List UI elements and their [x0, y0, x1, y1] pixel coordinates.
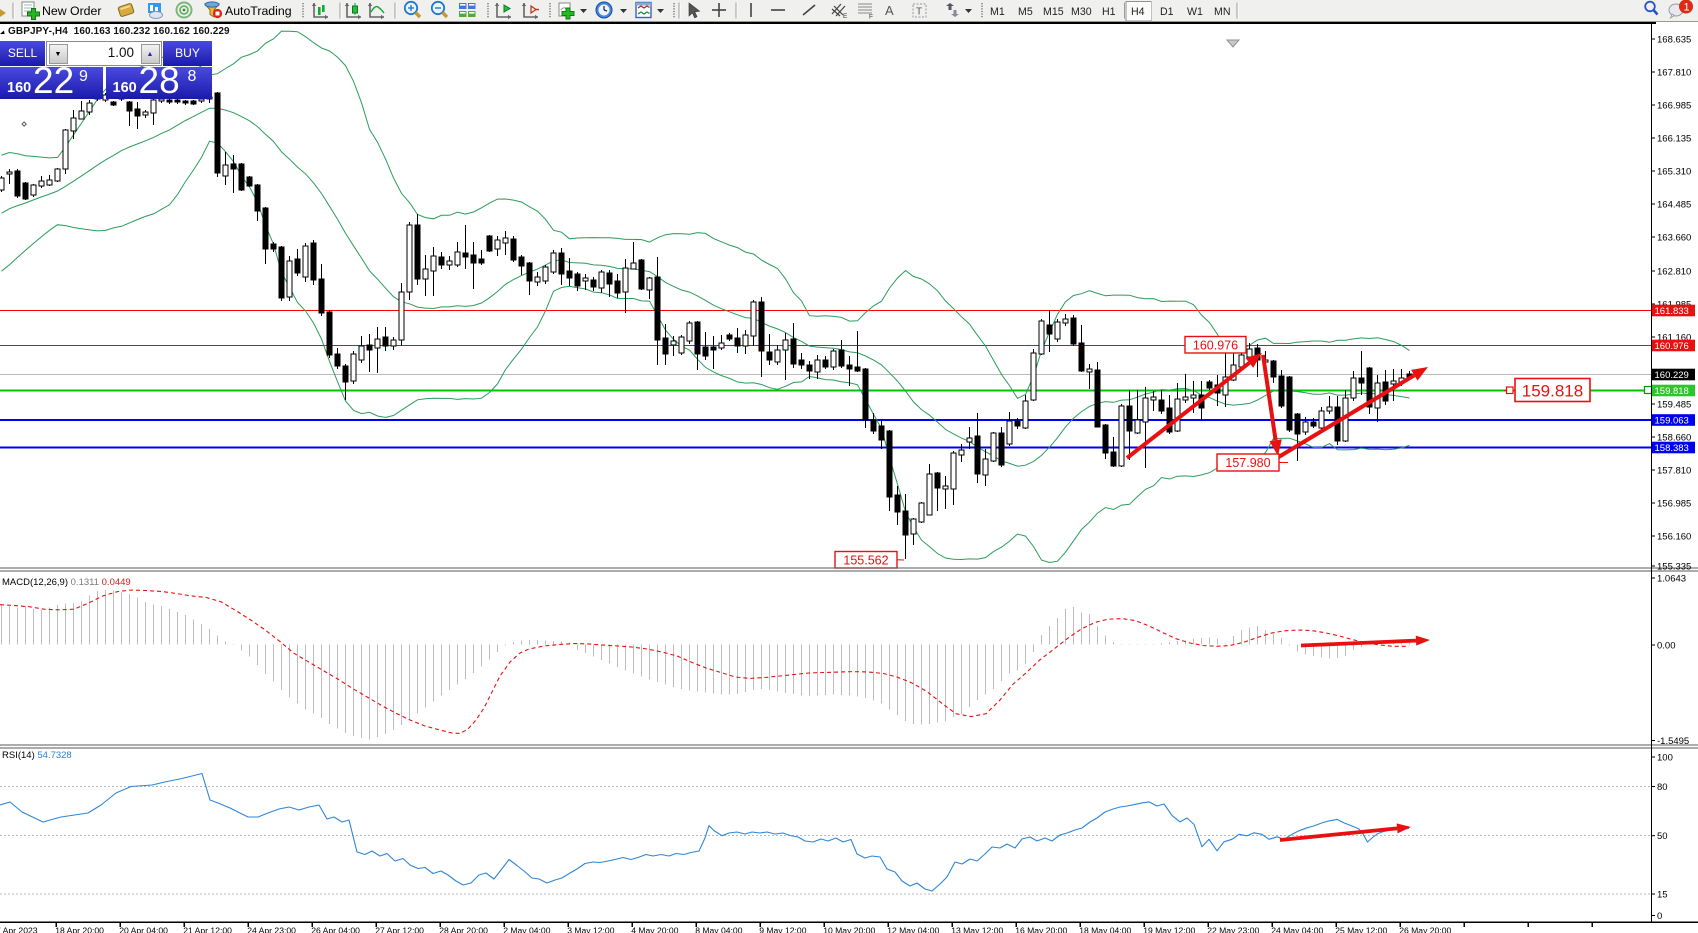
svg-text:159.818: 159.818 — [1655, 386, 1689, 397]
svg-text:166.985: 166.985 — [1657, 100, 1691, 111]
svg-text:1: 1 — [1684, 2, 1690, 14]
svg-text:-1.5495: -1.5495 — [1657, 736, 1689, 747]
svg-text:159.485: 159.485 — [1657, 399, 1691, 410]
svg-text:167.810: 167.810 — [1657, 67, 1691, 78]
svg-text:100: 100 — [1657, 752, 1673, 763]
svg-text:4 May 20:00: 4 May 20:00 — [631, 926, 679, 933]
svg-text:158.383: 158.383 — [1655, 443, 1689, 454]
svg-text:22 May 23:00: 22 May 23:00 — [1207, 926, 1259, 933]
svg-text:8 May 04:00: 8 May 04:00 — [695, 926, 743, 933]
svg-text:12 May 04:00: 12 May 04:00 — [887, 926, 939, 933]
svg-text:160.229: 160.229 — [1655, 370, 1689, 381]
svg-text:26 May 20:00: 26 May 20:00 — [1399, 926, 1451, 933]
svg-text:10 May 20:00: 10 May 20:00 — [823, 926, 875, 933]
svg-text:157.980: 157.980 — [1225, 456, 1270, 470]
svg-text:27 Apr 12:00: 27 Apr 12:00 — [375, 926, 424, 933]
svg-text:1.0643: 1.0643 — [1657, 573, 1686, 584]
svg-text:H1: H1 — [1102, 6, 1116, 18]
svg-text:20 Apr 04:00: 20 Apr 04:00 — [119, 926, 168, 933]
svg-text:E: E — [843, 13, 848, 20]
svg-text:15: 15 — [1657, 889, 1668, 900]
svg-text:M1: M1 — [990, 6, 1005, 18]
svg-text:2 May 04:00: 2 May 04:00 — [503, 926, 551, 933]
svg-text:160.976: 160.976 — [1655, 341, 1689, 352]
svg-text:T: T — [916, 7, 922, 18]
svg-text:164.485: 164.485 — [1657, 199, 1691, 210]
svg-text:17 Apr 2023: 17 Apr 2023 — [0, 926, 38, 933]
svg-text:13 May 12:00: 13 May 12:00 — [951, 926, 1003, 933]
svg-text:W1: W1 — [1187, 6, 1203, 18]
svg-text:159.818: 159.818 — [1522, 382, 1583, 401]
svg-text:M15: M15 — [1043, 6, 1064, 18]
svg-text:157.810: 157.810 — [1657, 465, 1691, 476]
svg-text:MACD(12,26,9) 0.1311 0.0449: MACD(12,26,9) 0.1311 0.0449 — [2, 577, 131, 588]
svg-text:156.985: 156.985 — [1657, 498, 1691, 509]
svg-text:18 May 04:00: 18 May 04:00 — [1079, 926, 1131, 933]
svg-text:9 May 12:00: 9 May 12:00 — [759, 926, 807, 933]
svg-text:MN: MN — [1214, 6, 1230, 18]
svg-text:159.063: 159.063 — [1655, 416, 1689, 427]
svg-text:18 Apr 20:00: 18 Apr 20:00 — [55, 926, 104, 933]
svg-text:D1: D1 — [1160, 6, 1174, 18]
svg-text:New Order: New Order — [42, 4, 101, 18]
svg-text:156.160: 156.160 — [1657, 531, 1691, 542]
svg-text:160.976: 160.976 — [1193, 338, 1238, 352]
svg-text:24 Apr 23:00: 24 Apr 23:00 — [247, 926, 296, 933]
svg-text:28 Apr 20:00: 28 Apr 20:00 — [439, 926, 488, 933]
svg-text:0: 0 — [1657, 911, 1662, 922]
svg-text:19 May 12:00: 19 May 12:00 — [1143, 926, 1195, 933]
svg-text:25 May 12:00: 25 May 12:00 — [1335, 926, 1387, 933]
svg-text:0.00: 0.00 — [1657, 640, 1676, 651]
svg-text:AutoTrading: AutoTrading — [225, 4, 292, 18]
svg-text:158.660: 158.660 — [1657, 432, 1691, 443]
svg-text:50: 50 — [1657, 831, 1668, 842]
svg-text:16 May 20:00: 16 May 20:00 — [1015, 926, 1067, 933]
svg-text:24 May 04:00: 24 May 04:00 — [1271, 926, 1323, 933]
svg-text:H4: H4 — [1131, 6, 1145, 18]
svg-text:80: 80 — [1657, 782, 1668, 793]
svg-text:21 Apr 12:00: 21 Apr 12:00 — [183, 926, 232, 933]
svg-text:166.135: 166.135 — [1657, 133, 1691, 144]
svg-text:A: A — [885, 3, 894, 18]
svg-text:162.810: 162.810 — [1657, 266, 1691, 277]
svg-text:165.310: 165.310 — [1657, 166, 1691, 177]
svg-text:168.635: 168.635 — [1657, 34, 1691, 45]
svg-text:161.160: 161.160 — [1657, 332, 1691, 343]
svg-text:3 May 12:00: 3 May 12:00 — [567, 926, 615, 933]
svg-text:163.660: 163.660 — [1657, 232, 1691, 243]
svg-text:M5: M5 — [1018, 6, 1033, 18]
svg-text:26 Apr 04:00: 26 Apr 04:00 — [311, 926, 360, 933]
svg-text:161.833: 161.833 — [1655, 306, 1689, 317]
svg-text:RSI(14) 54.7328: RSI(14) 54.7328 — [2, 750, 72, 761]
svg-text:F: F — [869, 14, 873, 21]
svg-text:155.562: 155.562 — [843, 553, 888, 567]
svg-text:155.335: 155.335 — [1657, 561, 1691, 572]
svg-text:M30: M30 — [1071, 6, 1092, 18]
